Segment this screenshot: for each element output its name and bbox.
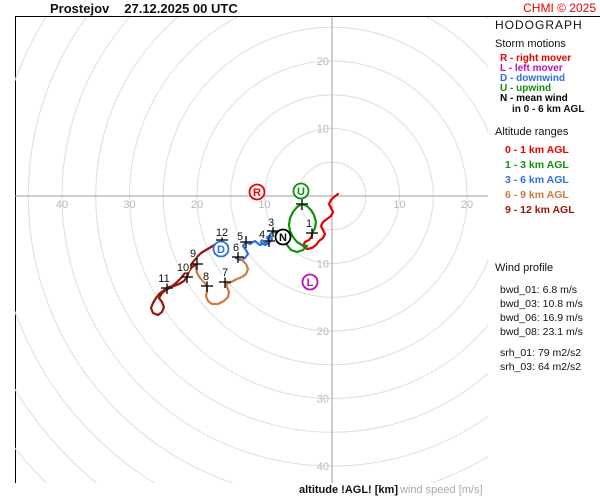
plot-border-top bbox=[15, 16, 600, 17]
altitude-range-item-9-12: 9 - 12 km AGL bbox=[505, 204, 575, 216]
storm-motion-item-downwind: D - downwind bbox=[500, 73, 565, 84]
grid-ring bbox=[27, 17, 488, 483]
altitude-label-1: 1 bbox=[306, 218, 312, 230]
altitude-ranges-heading: Altitude ranges bbox=[495, 126, 569, 138]
wind-profile-value-bwd03: bwd_03: 10.8 m/s bbox=[500, 298, 583, 310]
altitude-label-9: 9 bbox=[190, 248, 196, 260]
station-name: Prostejov bbox=[50, 1, 110, 16]
storm-marker-R bbox=[248, 183, 266, 201]
altitude-range-item-1-3: 1 - 3 km AGL bbox=[505, 159, 569, 171]
axis-tick-label: 10 bbox=[317, 259, 329, 271]
wind-profile-value-srh03: srh_03: 64 m2/s2 bbox=[500, 361, 582, 373]
storm-marker-N bbox=[274, 228, 292, 246]
storm-marker-letter-D: D bbox=[217, 244, 225, 256]
altitude-label-10: 10 bbox=[177, 262, 189, 274]
altitude-axis-label: altitude !AGL! [km] bbox=[299, 484, 398, 496]
trace-9-12-km-agl bbox=[149, 238, 224, 317]
axis-tick-label: 30 bbox=[123, 199, 135, 211]
axis-tick-label: 20 bbox=[317, 56, 329, 68]
plot-border-left bbox=[15, 16, 16, 483]
axis-tick-label: 30 bbox=[317, 394, 329, 406]
wind-profile-heading: Wind profile bbox=[495, 262, 554, 274]
grid-ring bbox=[15, 447, 48, 483]
storm-marker-D bbox=[212, 240, 230, 258]
storm-marker-L bbox=[301, 273, 319, 291]
hodograph-plot: 40 30 20 10 10 20 10 20 10 20 30 40 1 3 4 5 6 7 8 9 10 11 12 R U… bbox=[15, 17, 488, 483]
altitude-label-12: 12 bbox=[216, 227, 228, 239]
axis-tick-label: 40 bbox=[317, 461, 329, 473]
grid-ring bbox=[15, 17, 156, 483]
copyright-label: CHMI © 2025 bbox=[523, 1, 596, 15]
trace-3-6-km-agl bbox=[234, 229, 275, 262]
wind-profile-value-bwd08: bwd_08: 23.1 m/s bbox=[500, 326, 583, 338]
wind-profile-value-bwd01: bwd_01: 6.8 m/s bbox=[500, 284, 578, 296]
axis-tick-label: 40 bbox=[56, 199, 68, 211]
storm-motion-item-right-mover: R - right mover bbox=[500, 53, 572, 64]
altitude-label-3: 3 bbox=[268, 217, 274, 229]
trace-6-9-km-agl bbox=[194, 255, 250, 306]
altitude-label-7: 7 bbox=[222, 267, 228, 279]
axis-tick-label: 10 bbox=[258, 199, 270, 211]
grid-ring bbox=[15, 388, 98, 483]
axis-tick-label: 10 bbox=[393, 199, 405, 211]
storm-motion-item-upwind: U - upwind bbox=[500, 83, 552, 94]
storm-motion-item-mean-wind: N - mean wind bbox=[500, 93, 568, 104]
altitude-label-8: 8 bbox=[203, 271, 209, 283]
mean-wind-note: in 0 - 6 km AGL bbox=[512, 104, 585, 115]
storm-motions-heading: Storm motions bbox=[495, 38, 566, 50]
storm-motion-item-left-mover: L - left mover bbox=[500, 63, 563, 74]
trace-0-1-km-agl bbox=[301, 192, 340, 251]
storm-marker-U bbox=[292, 182, 310, 200]
grid-ring bbox=[15, 17, 488, 483]
storm-marker-letter-N: N bbox=[279, 232, 287, 244]
altitude-label-6: 6 bbox=[233, 242, 239, 254]
altitude-label-4: 4 bbox=[259, 229, 265, 241]
altitude-range-item-3-6: 3 - 6 km AGL bbox=[505, 174, 569, 186]
panel-title: HODOGRAPH bbox=[495, 18, 583, 32]
wind-speed-axis-label: wind speed [m/s] bbox=[400, 484, 483, 496]
altitude-label-5: 5 bbox=[237, 231, 243, 243]
observation-datetime: 27.12.2025 00 UTC bbox=[124, 1, 238, 16]
axis-tick-label: 20 bbox=[191, 199, 203, 211]
storm-marker-letter-R: R bbox=[253, 187, 261, 199]
storm-marker-letter-L: L bbox=[307, 277, 314, 289]
storm-marker-letter-U: U bbox=[297, 186, 305, 198]
altitude-range-item-0-1: 0 - 1 km AGL bbox=[505, 144, 569, 156]
wind-profile-value-srh01: srh_01: 79 m2/s2 bbox=[500, 347, 582, 359]
altitude-range-item-6-9: 6 - 9 km AGL bbox=[505, 189, 569, 201]
header-title: Prostejov 27.12.2025 00 UTC bbox=[50, 1, 238, 16]
axis-tick-label: 10 bbox=[317, 124, 329, 136]
altitude-label-11: 11 bbox=[158, 273, 169, 285]
axis-tick-label: 20 bbox=[317, 326, 329, 338]
wind-profile-value-bwd06: bwd_06: 16.9 m/s bbox=[500, 312, 583, 324]
axis-tick-label: 20 bbox=[461, 199, 473, 211]
